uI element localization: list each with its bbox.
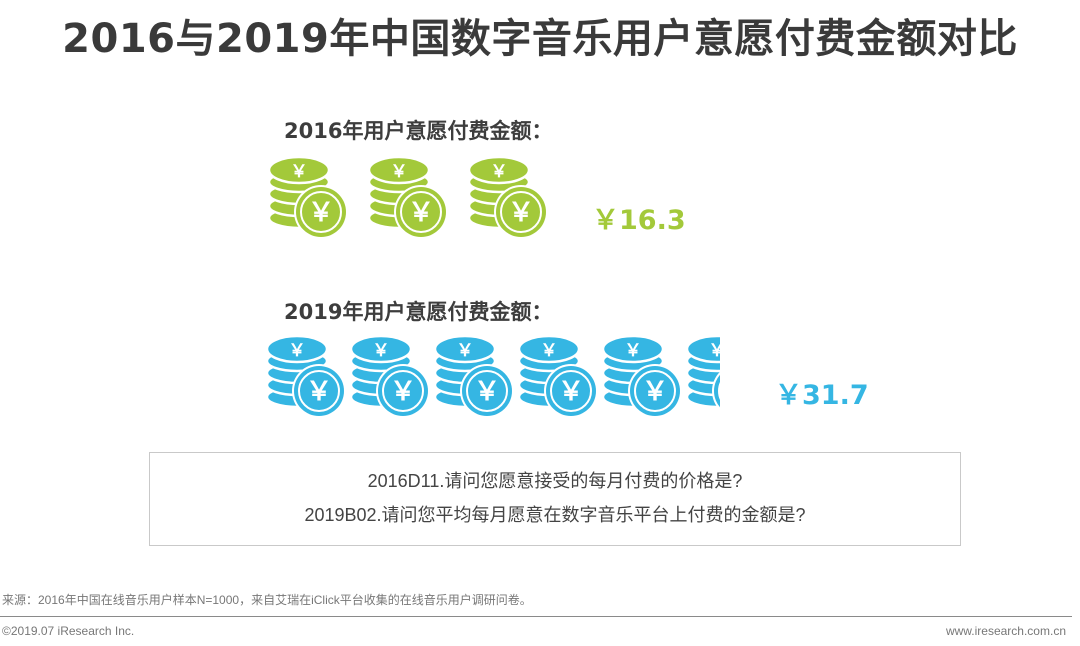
- coin-row-2019: ￥￥￥￥￥￥￥￥￥￥￥￥: [265, 334, 752, 418]
- value-label-2016: ￥16.3: [592, 205, 686, 236]
- svg-text:￥: ￥: [391, 162, 408, 182]
- copyright-text: ©2019.07 iResearch Inc.: [2, 624, 135, 638]
- svg-text:￥: ￥: [474, 377, 500, 407]
- svg-text:￥: ￥: [390, 377, 416, 407]
- coin-stack-icon: ￥￥: [601, 334, 682, 418]
- coin-stack-icon: ￥￥: [517, 334, 598, 418]
- svg-text:￥: ￥: [308, 198, 334, 228]
- svg-text:￥: ￥: [625, 341, 642, 361]
- coin-stack-icon: ￥￥: [467, 155, 548, 239]
- coin-stack-icon: ￥￥: [685, 334, 752, 411]
- survey-question-2019: 2019B02.请问您平均每月愿意在数字音乐平台上付费的金额是?: [304, 505, 806, 525]
- svg-text:￥: ￥: [709, 341, 726, 361]
- svg-text:￥: ￥: [726, 377, 752, 407]
- coin-stack-icon: ￥￥: [349, 334, 430, 418]
- coin-stack-icon: ￥￥: [433, 334, 514, 418]
- coin-row-2016: ￥￥￥￥￥￥: [267, 155, 548, 239]
- svg-text:￥: ￥: [508, 198, 534, 228]
- svg-text:￥: ￥: [541, 341, 558, 361]
- svg-text:￥: ￥: [491, 162, 508, 182]
- coin-stack-icon: ￥￥: [265, 334, 346, 418]
- svg-text:￥: ￥: [558, 377, 584, 407]
- svg-text:￥: ￥: [457, 341, 474, 361]
- svg-text:￥: ￥: [642, 377, 668, 407]
- footer-divider: [0, 616, 1072, 617]
- series-label-2016: 2016年用户意愿付费金额：: [284, 119, 553, 143]
- coin-stack-icon: ￥￥: [267, 155, 348, 239]
- svg-text:￥: ￥: [306, 377, 332, 407]
- svg-text:￥: ￥: [289, 341, 306, 361]
- series-label-2019: 2019年用户意愿付费金额：: [284, 300, 553, 324]
- website-link[interactable]: www.iresearch.com.cn: [945, 624, 1066, 638]
- chart-title: 2016与2019年中国数字音乐用户意愿付费金额对比: [62, 16, 1018, 62]
- svg-text:￥: ￥: [373, 341, 390, 361]
- svg-text:￥: ￥: [291, 162, 308, 182]
- value-label-2019: ￥31.7: [775, 380, 869, 411]
- survey-question-2016: 2016D11.请问您愿意接受的每月付费的价格是?: [367, 471, 743, 491]
- survey-question-box: 2016D11.请问您愿意接受的每月付费的价格是? 2019B02.请问您平均每…: [149, 452, 961, 546]
- source-note: 来源：2016年中国在线音乐用户样本N=1000，来自艾瑞在iClick平台收集…: [2, 593, 532, 607]
- coin-stack-icon: ￥￥: [367, 155, 448, 239]
- svg-text:￥: ￥: [408, 198, 434, 228]
